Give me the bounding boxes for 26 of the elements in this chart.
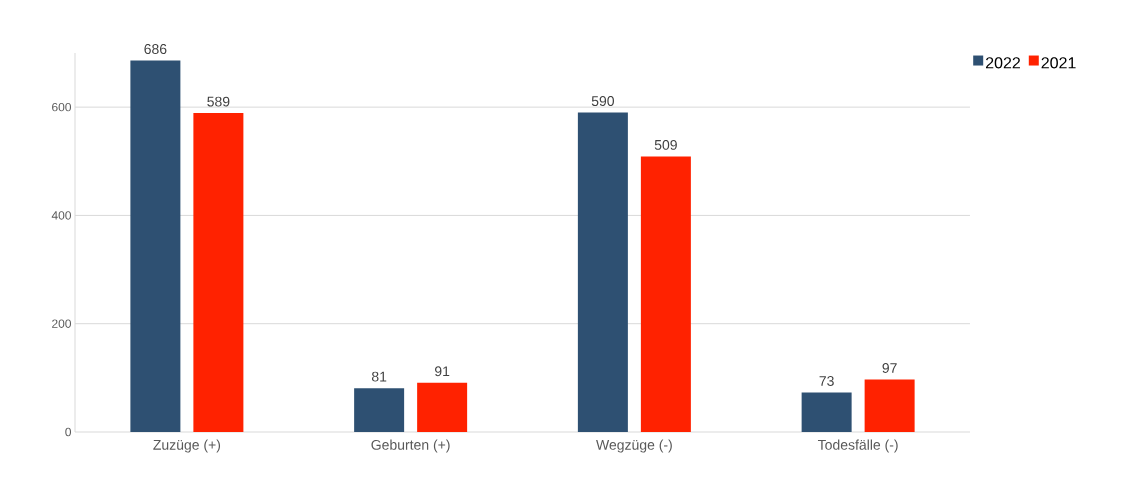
bar <box>130 60 181 432</box>
data-label: 589 <box>207 96 230 107</box>
bar <box>577 112 628 432</box>
legend-label: 2021 <box>1041 57 1076 69</box>
bar <box>354 388 405 432</box>
bar <box>864 379 915 432</box>
data-label: 590 <box>591 96 615 107</box>
data-label: 91 <box>435 366 450 377</box>
y-tick-label: 400 <box>51 211 72 220</box>
data-label: 73 <box>819 376 834 386</box>
y-tick-label: 200 <box>52 319 72 328</box>
y-tick-label: 600 <box>52 102 72 112</box>
x-tick-label: Zuzüge (+) <box>153 439 221 453</box>
bar <box>417 382 468 432</box>
x-tick-label: Todesfälle (-) <box>817 439 898 453</box>
x-tick-label: Wegzüge (-) <box>596 439 672 453</box>
bar <box>640 156 691 432</box>
bar <box>801 392 852 432</box>
x-tick-label: Geburten (+) <box>371 439 450 453</box>
y-tick-label: 0 <box>65 427 72 437</box>
data-label: 81 <box>371 371 387 382</box>
data-label: 97 <box>882 363 897 373</box>
data-label: 509 <box>654 139 677 150</box>
bar <box>193 113 244 432</box>
legend-label: 2022 <box>986 57 1020 69</box>
data-label: 686 <box>144 44 167 55</box>
